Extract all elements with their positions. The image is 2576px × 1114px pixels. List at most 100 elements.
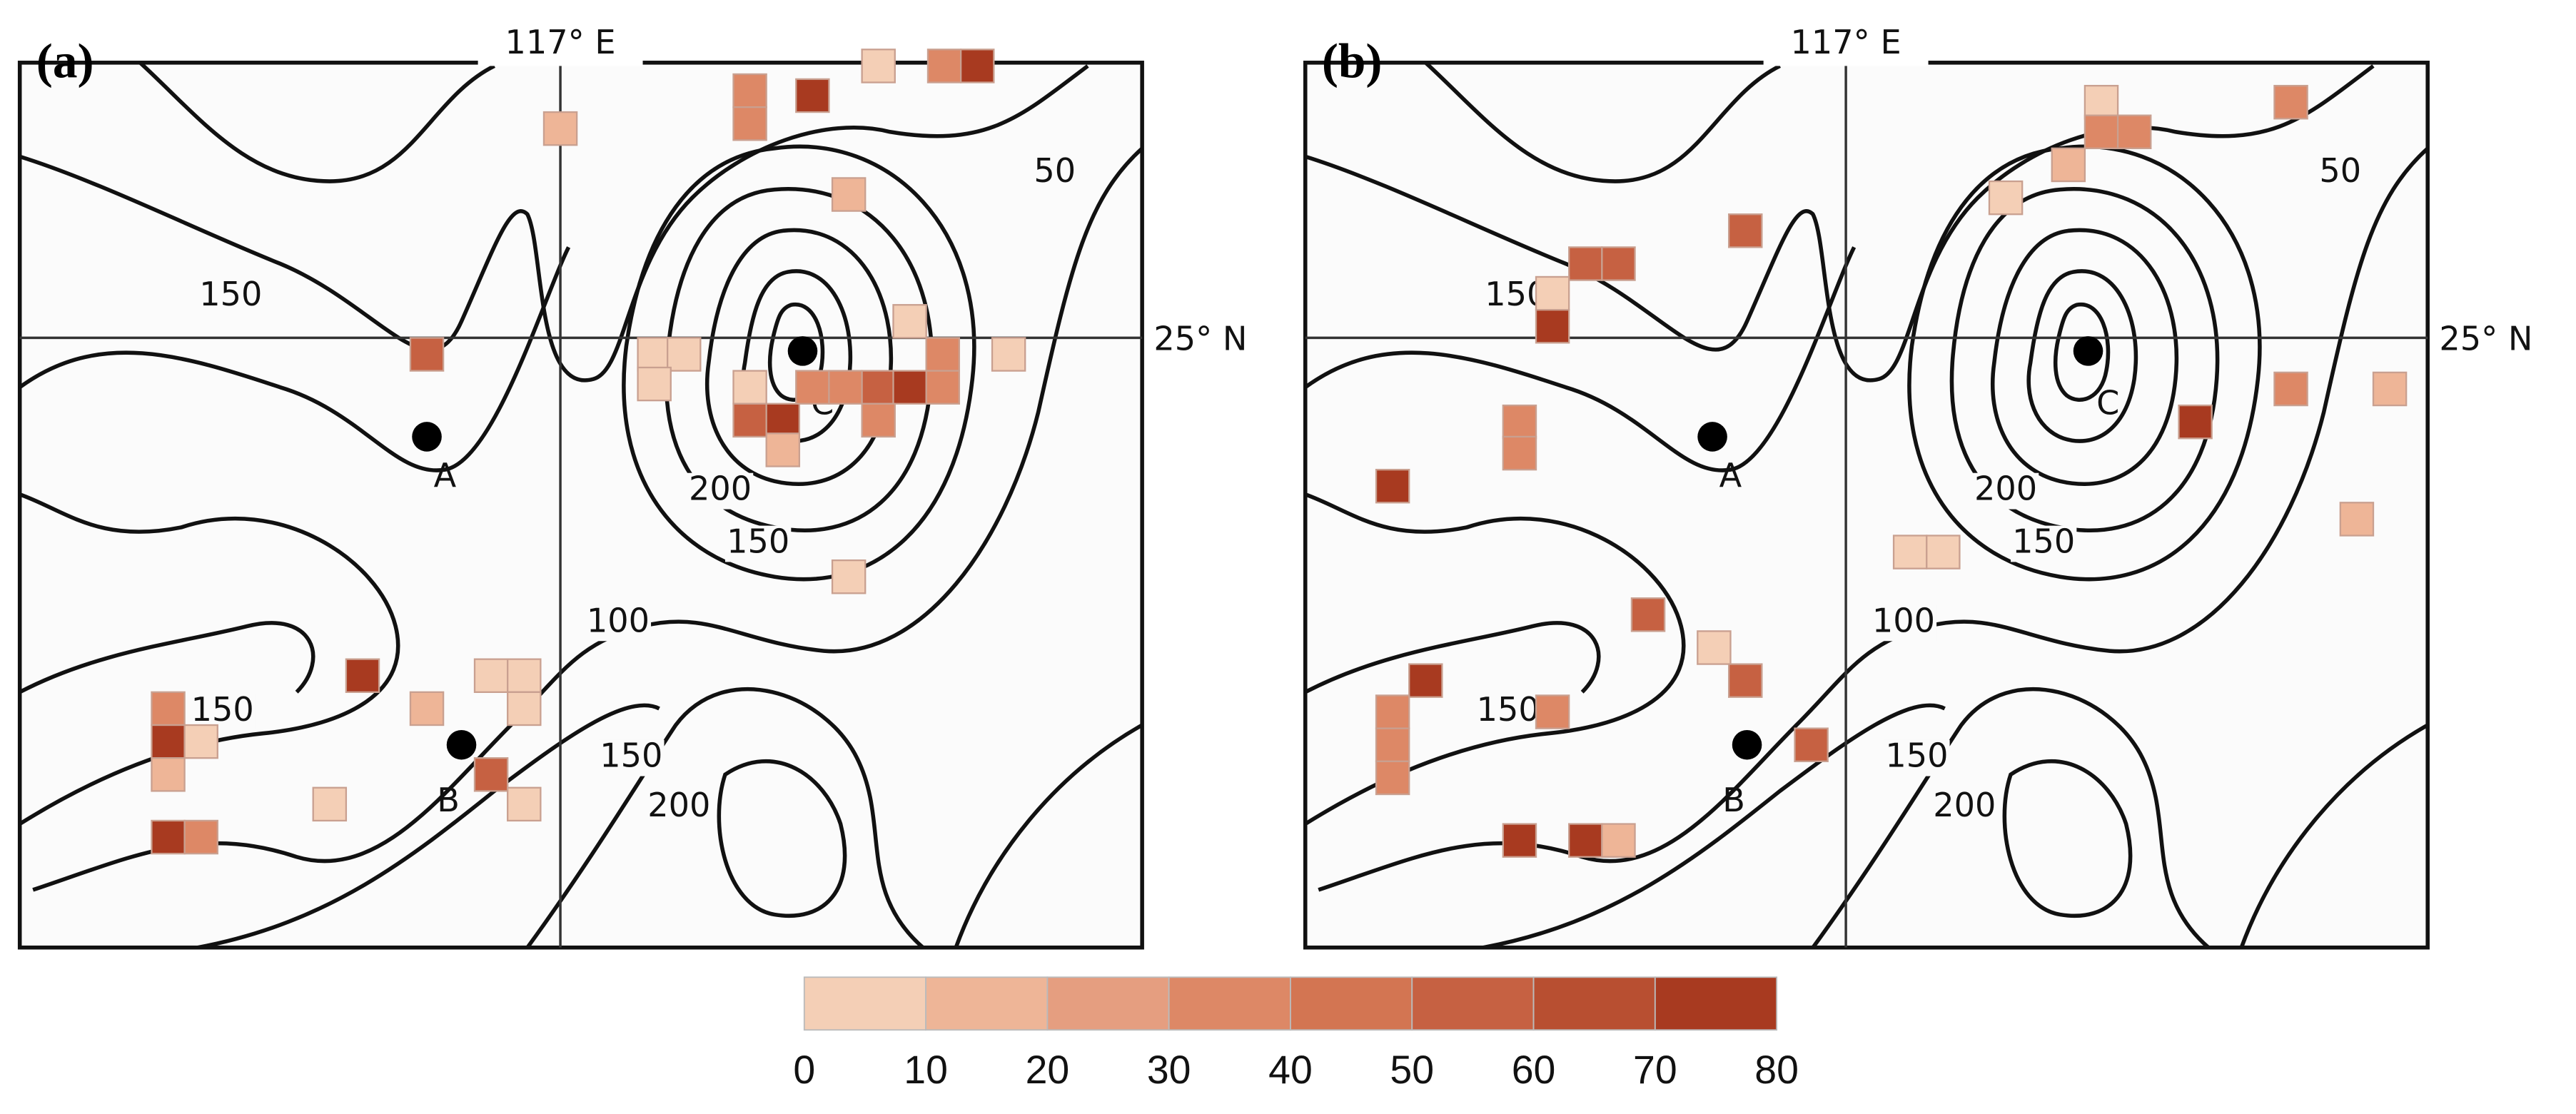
grid-cell <box>1728 663 1763 698</box>
colorbar: 0 10 20 30 40 50 60 70 80 <box>793 976 1799 1092</box>
contour-label: 50 <box>2319 151 2361 190</box>
contour-label-bg <box>1475 694 1541 730</box>
grid-cell <box>345 658 380 693</box>
panels: 117° E 25° N (a) 150 50 200 150 100 150 150 200 A B C… <box>17 23 2532 950</box>
contour-label-bg <box>2307 155 2373 191</box>
contour-label: 200 <box>1933 786 1996 824</box>
contour-label-bg <box>189 694 256 730</box>
grid-cell <box>1601 823 1636 858</box>
grid-cell <box>1375 694 1410 729</box>
grid-cell <box>1375 727 1410 762</box>
contour-label: 200 <box>689 470 752 508</box>
contour-label-bg <box>646 789 712 826</box>
site-marker <box>446 729 477 760</box>
grid-cell <box>2273 84 2308 120</box>
grid-cell <box>1535 308 1570 344</box>
grid-cell <box>732 106 767 141</box>
grid-cell <box>892 370 927 405</box>
grid-cell <box>409 337 445 372</box>
colorbar-bin <box>1046 976 1170 1031</box>
grid-cell <box>1892 535 1928 569</box>
colorbar-tick-label: 0 <box>793 1048 815 1092</box>
grid-cell <box>892 304 927 339</box>
contour-label: 50 <box>1034 151 1076 190</box>
grid-cell <box>183 724 218 759</box>
grid-cell <box>2273 371 2308 407</box>
grid-cell <box>991 337 1026 372</box>
contour-label: 150 <box>727 522 789 561</box>
contour-label-bg <box>1870 604 1937 642</box>
contour-label: 150 <box>600 736 662 775</box>
site-label: B <box>437 781 460 819</box>
colorbar-bin <box>1532 976 1656 1031</box>
grid-cell <box>732 402 767 438</box>
lon-label: 117° E <box>505 23 616 61</box>
grid-cell <box>2116 114 2152 150</box>
colorbar-bin <box>1168 976 1291 1031</box>
grid-cell <box>1502 404 1537 440</box>
grid-cell <box>2339 502 2375 537</box>
colorbar-tick-label: 70 <box>1633 1048 1677 1092</box>
site-label: A <box>434 456 457 495</box>
grid-cell <box>151 691 186 726</box>
grid-cell <box>2083 114 2119 150</box>
grid-cell <box>507 658 542 693</box>
grid-cell <box>1568 246 1603 281</box>
colorbar-tick-label: 60 <box>1512 1048 1556 1092</box>
grid-cell <box>1568 823 1603 858</box>
contour-label: 200 <box>647 786 710 824</box>
grid-cell <box>828 370 863 405</box>
grid-cell <box>473 658 509 693</box>
colorbar-tick-label: 40 <box>1268 1048 1313 1092</box>
grid-cell <box>151 724 186 759</box>
colorbar-bin <box>925 976 1049 1031</box>
site-marker <box>412 422 442 452</box>
site-marker <box>787 336 818 366</box>
contour-label-bg <box>598 739 665 776</box>
site-label: B <box>1722 781 1745 819</box>
contour-label: 150 <box>191 690 254 729</box>
grid-cell <box>507 786 542 822</box>
grid-cell <box>1630 597 1666 632</box>
grid-cell <box>1926 535 1961 569</box>
grid-cell <box>1375 468 1410 504</box>
grid-cell <box>795 78 830 113</box>
map-frame <box>17 61 1144 950</box>
grid-cell <box>473 757 509 792</box>
grid-cell <box>925 337 961 372</box>
grid-cell <box>861 402 896 438</box>
grid-cell <box>2083 84 2119 120</box>
contour-label: 150 <box>199 275 262 313</box>
grid-cell <box>409 691 445 726</box>
grid-cell <box>1728 213 1763 248</box>
contour-label: 100 <box>1872 601 1935 639</box>
site-label: A <box>1719 456 1742 495</box>
contour-label-bg <box>2011 525 2077 562</box>
site-marker <box>1697 422 1727 452</box>
grid-cell <box>960 49 995 83</box>
contour-label-bg <box>687 472 754 510</box>
panel-label: (b) <box>1322 33 1383 88</box>
grid-cell <box>795 370 830 405</box>
colorbar-tick-label: 30 <box>1147 1048 1191 1092</box>
grid-cell <box>732 370 767 405</box>
lon-label-bg <box>1763 23 1929 66</box>
grid-cell <box>1502 435 1537 471</box>
colorbar-bin <box>1411 976 1535 1031</box>
grid-cell <box>1408 663 1443 698</box>
grid-cell <box>637 366 672 402</box>
grid-cell <box>831 559 867 594</box>
lon-label-bg <box>478 23 643 66</box>
grid-cell <box>732 73 767 108</box>
grid-cell <box>637 337 672 372</box>
contour-label-bg <box>1884 739 1950 776</box>
map-frame <box>1303 61 2430 950</box>
contour-label: 150 <box>1885 736 1948 775</box>
contour-label: 150 <box>1477 690 1540 729</box>
contour-label: 150 <box>2012 522 2075 561</box>
site-label: C <box>2096 384 2119 422</box>
